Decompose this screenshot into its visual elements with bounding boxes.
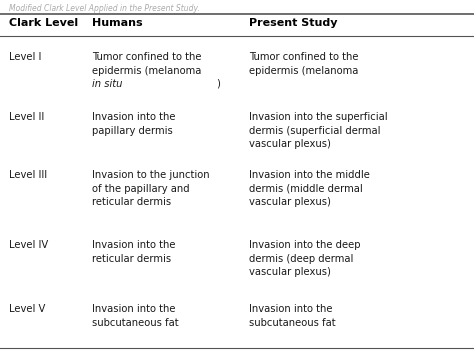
Text: dermis (middle dermal: dermis (middle dermal: [249, 184, 363, 194]
Text: Level V: Level V: [9, 304, 46, 314]
Text: papillary dermis: papillary dermis: [92, 126, 173, 135]
Text: Tumor confined to the: Tumor confined to the: [249, 52, 358, 62]
Text: Invasion into the superficial: Invasion into the superficial: [249, 112, 387, 122]
Text: Clark Level: Clark Level: [9, 18, 79, 28]
Text: Modified Clark Level Applied in the Present Study.: Modified Clark Level Applied in the Pres…: [9, 4, 200, 13]
Text: epidermis (melanoma: epidermis (melanoma: [249, 66, 361, 76]
Text: of the papillary and: of the papillary and: [92, 184, 190, 194]
Text: vascular plexus): vascular plexus): [249, 267, 331, 277]
Text: Invasion into the: Invasion into the: [92, 240, 176, 250]
Text: Invasion into the: Invasion into the: [92, 304, 176, 314]
Text: subcutaneous fat: subcutaneous fat: [92, 318, 179, 328]
Text: Invasion into the: Invasion into the: [92, 112, 176, 122]
Text: Level IV: Level IV: [9, 240, 49, 250]
Text: Invasion into the: Invasion into the: [249, 304, 332, 314]
Text: Level II: Level II: [9, 112, 45, 122]
Text: Level III: Level III: [9, 170, 47, 180]
Text: Invasion into the middle: Invasion into the middle: [249, 170, 370, 180]
Text: ): ): [217, 79, 220, 89]
Text: Present Study: Present Study: [249, 18, 337, 28]
Text: dermis (superficial dermal: dermis (superficial dermal: [249, 126, 380, 135]
Text: Invasion to the junction: Invasion to the junction: [92, 170, 210, 180]
Text: reticular dermis: reticular dermis: [92, 253, 172, 264]
Text: subcutaneous fat: subcutaneous fat: [249, 318, 336, 328]
Text: Humans: Humans: [92, 18, 143, 28]
Text: reticular dermis: reticular dermis: [92, 197, 172, 207]
Text: Invasion into the deep: Invasion into the deep: [249, 240, 360, 250]
Text: epidermis (melanoma: epidermis (melanoma: [92, 66, 202, 76]
Text: in situ: in situ: [92, 79, 123, 89]
Text: dermis (deep dermal: dermis (deep dermal: [249, 253, 353, 264]
Text: Tumor confined to the: Tumor confined to the: [92, 52, 202, 62]
Text: vascular plexus): vascular plexus): [249, 139, 331, 149]
Text: vascular plexus): vascular plexus): [249, 197, 331, 207]
Text: Level I: Level I: [9, 52, 42, 62]
